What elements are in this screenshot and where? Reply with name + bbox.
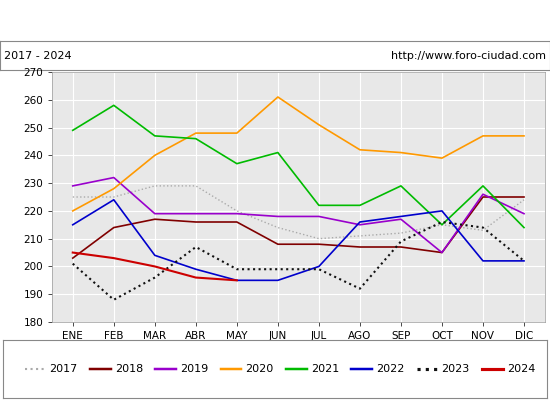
Text: 2017: 2017 xyxy=(50,364,78,374)
Text: 2017 - 2024: 2017 - 2024 xyxy=(4,51,72,61)
Text: 2019: 2019 xyxy=(180,364,208,374)
Text: 2021: 2021 xyxy=(311,364,339,374)
Text: Evolucion del paro registrado en Carrión de los Céspedes: Evolucion del paro registrado en Carrión… xyxy=(76,14,474,29)
Text: 2022: 2022 xyxy=(376,364,405,374)
Text: 2023: 2023 xyxy=(442,364,470,374)
Text: 2020: 2020 xyxy=(246,364,274,374)
Text: 2024: 2024 xyxy=(507,364,535,374)
Text: 2018: 2018 xyxy=(115,364,143,374)
Text: http://www.foro-ciudad.com: http://www.foro-ciudad.com xyxy=(390,51,546,61)
